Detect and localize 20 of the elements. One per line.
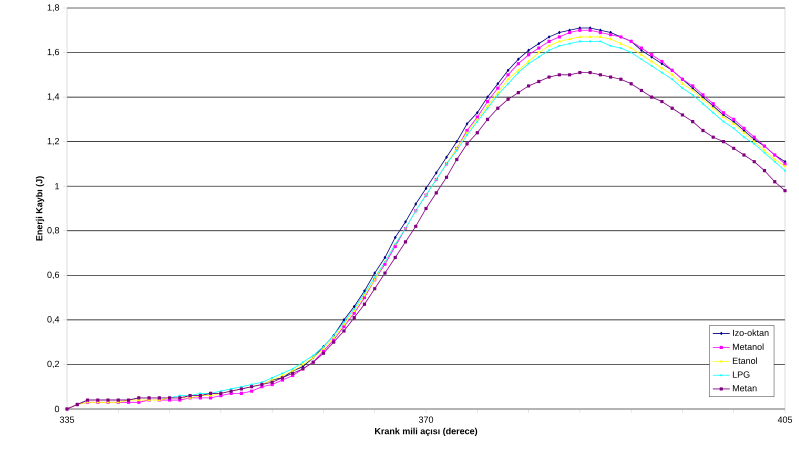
y-tick-label: 0,4	[47, 316, 60, 324]
legend-label: Metan	[732, 385, 757, 392]
x-tick-label: 405	[778, 416, 792, 423]
y-tick-label: 0,6	[47, 272, 60, 280]
x-axis-title: Krank mili açısı (derece)	[375, 428, 478, 436]
legend-label: Metanol	[732, 343, 764, 350]
x-tick-label: 370	[418, 416, 434, 423]
y-tick-label: 0,8	[47, 227, 60, 234]
x-tick-label: 335	[60, 416, 74, 423]
y-axis-title: Enerji Kaybı (J)	[36, 176, 44, 241]
legend-label: Etanol	[732, 357, 757, 364]
y-tick-label: 1	[55, 183, 60, 190]
y-tick-label: 1,8	[48, 4, 60, 12]
y-tick-label: 0,2	[47, 360, 60, 368]
legend-label: Izo-oktan	[733, 329, 768, 336]
legend-label: LPG	[732, 371, 750, 378]
y-tick-label: 1,2	[48, 138, 60, 146]
y-tick-label: 1,6	[48, 48, 60, 56]
y-tick-label: 0	[54, 406, 60, 412]
y-tick-label: 1,4	[48, 93, 60, 101]
